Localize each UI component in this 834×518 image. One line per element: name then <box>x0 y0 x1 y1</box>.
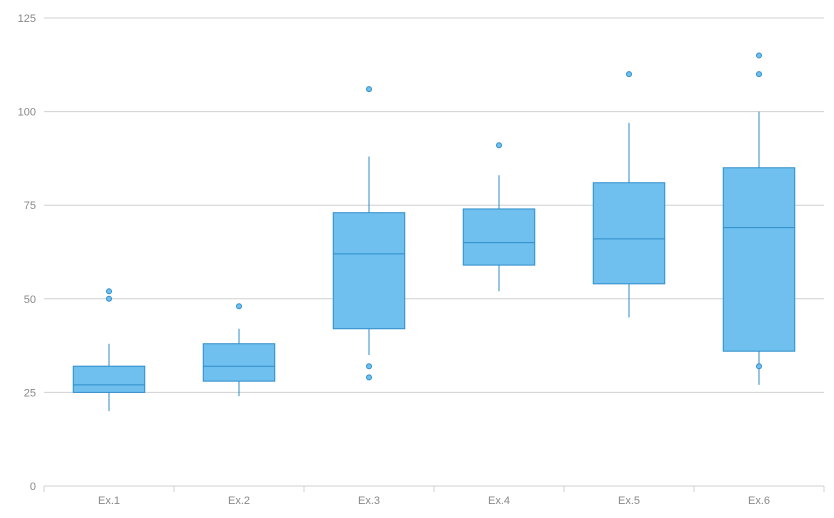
y-tick-label: 100 <box>18 107 36 119</box>
x-tick-label: Ex.5 <box>618 495 640 507</box>
y-tick-label: 125 <box>18 13 36 25</box>
y-tick-label: 25 <box>24 387 36 399</box>
x-tick-label: Ex.2 <box>228 495 250 507</box>
y-tick-label: 0 <box>30 481 36 493</box>
chart-svg: 0 25 50 75 100 125 Ex.1 Ex.2 Ex.3 Ex.4 Ex.5 Ex.6 <box>0 0 834 518</box>
x-tick-label: Ex.3 <box>358 495 380 507</box>
x-tick-label: Ex.4 <box>488 495 510 507</box>
y-tick-label: 75 <box>24 200 36 212</box>
y-tick-label: 50 <box>24 294 36 306</box>
x-tick-label: Ex.1 <box>98 495 120 507</box>
boxplot-chart: 0 25 50 75 100 125 Ex.1 Ex.2 Ex.3 Ex.4 Ex.5 Ex.6 <box>0 0 834 518</box>
x-tick-label: Ex.6 <box>748 495 770 507</box>
